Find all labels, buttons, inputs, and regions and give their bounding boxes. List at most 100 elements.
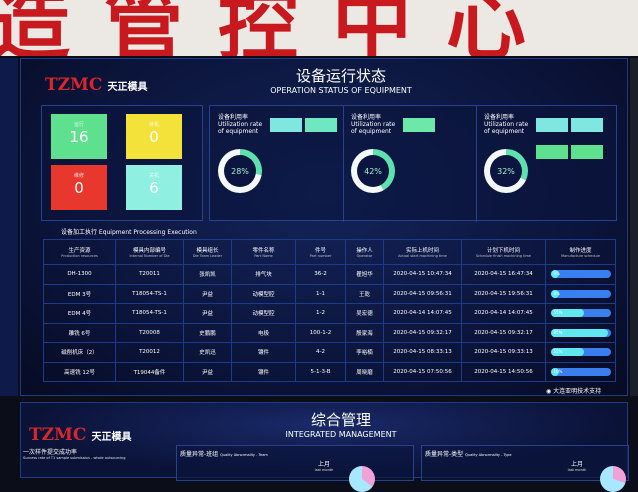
cell-part: 电极 xyxy=(231,322,296,343)
cell-op: 李裕楠 xyxy=(345,342,384,363)
cell-op: 瞿旭华 xyxy=(345,264,384,285)
tile-repair: 维修 0 xyxy=(51,165,107,210)
table-row: EDM 4号 T18054-TS-1 尹益 动模型腔 1-2 吴宏德 2020-04-14 … xyxy=(43,303,616,324)
equipment-status-screen: TZMC 天正模具 设备运行状态 OPERATION STATUS OF EQU… xyxy=(20,58,628,396)
tile-standby: 待机 0 xyxy=(126,114,182,159)
cell-op: 殷家海 xyxy=(345,322,384,343)
pie-chart xyxy=(349,466,375,492)
month-label: 上月 last month xyxy=(314,461,334,472)
status-chip xyxy=(536,145,568,159)
table-row: 磁削机床（2） T20012 史凯迅 镶件 4-2 李裕楠 2020-04-15 08:33… xyxy=(43,342,616,363)
cell-leader: 尹益 xyxy=(183,283,232,304)
cell-end: 2020-04-15 09:32:17 xyxy=(461,322,546,343)
status-chip xyxy=(571,118,603,132)
status-chip xyxy=(305,118,337,132)
column-header: 零件名称 Part Name xyxy=(231,239,296,265)
progress-bar: 0% xyxy=(550,270,611,279)
cell-progress: 55% xyxy=(545,303,616,324)
cell-start: 2020-04-14 14:07:45 xyxy=(383,303,462,324)
cell-progress: 0% xyxy=(545,264,616,285)
panel-quality-team: 质量异常-班组 Quality Abnormality - Team 上月 la… xyxy=(176,445,414,492)
cell-end: 2020-04-15 14:50:56 xyxy=(461,361,546,382)
divider xyxy=(343,106,344,222)
progress-bar: 55% xyxy=(550,348,611,357)
status-chip xyxy=(403,118,435,132)
adjacent-screen-left xyxy=(0,58,18,396)
page-title: 设备运行状态 OPERATION STATUS OF EQUIPMENT xyxy=(270,67,412,95)
panel-quality-type: 质量异常-类型 Quality Abnormality - Type 上月 la… xyxy=(421,445,629,492)
utilization-card: 设备利用率 Utilization rate of equipment 42% xyxy=(351,114,395,193)
utilization-ring: 32% xyxy=(484,149,528,193)
column-header: 操作人 Operator xyxy=(345,239,384,265)
progress-bar: 10% xyxy=(550,367,611,376)
wall-sign: 造管控中心 xyxy=(0,0,638,56)
cell-die: T18054-TS-1 xyxy=(115,283,184,304)
progress-bar: 55% xyxy=(550,309,611,318)
cell-start: 2020-04-15 09:32:17 xyxy=(383,322,462,343)
cell-no: 1-2 xyxy=(295,303,346,324)
utilization-panel: 设备利用率 Utilization rate of equipment 28% … xyxy=(209,105,617,222)
table-row: 雕铣 6号 T20008 史鹏鹏 电极 100-1-2 殷家海 2020-04-15 09:… xyxy=(43,322,616,343)
cell-die: T18054-TS-1 xyxy=(115,303,184,324)
cell-leader: 张凯凯 xyxy=(183,264,232,285)
tile-running: 运行 16 xyxy=(51,114,107,159)
logo-bottom: TZMC 天正模具 xyxy=(29,425,132,445)
cell-part: 镶件 xyxy=(231,342,296,363)
cell-res: 雕铣 6号 xyxy=(43,322,116,343)
utilization-ring: 42% xyxy=(351,149,395,193)
cell-no: 36-2 xyxy=(295,264,346,285)
cell-leader: 尹益 xyxy=(183,361,232,382)
status-tiles: 运行 16 待机 0 维修 0 关机 6 xyxy=(41,105,203,221)
adjacent-screen-right xyxy=(630,58,638,396)
column-header: 模具内部编号 Internal Number of Die xyxy=(115,239,184,265)
cell-leader: 史鹏鹏 xyxy=(183,322,232,343)
integrated-management-screen: TZMC 天正模具 综合管理 INTEGRATED MANAGEMENT 一次样… xyxy=(20,402,629,492)
cell-progress: 0% xyxy=(545,283,616,304)
column-header: 实际上机时间 Actual start machining time xyxy=(383,239,462,265)
cell-res: EDM 3号 xyxy=(43,283,116,304)
cell-res: EDM 4号 xyxy=(43,303,116,324)
status-chip xyxy=(536,118,568,132)
cell-res: 磁削机床（2） xyxy=(43,342,116,363)
cell-start: 2020-04-15 08:33:13 xyxy=(383,342,462,363)
cell-start: 2020-04-15 10:47:34 xyxy=(383,264,462,285)
cell-op: 王乾 xyxy=(345,283,384,304)
cell-start: 2020-04-15 07:50:56 xyxy=(383,361,462,382)
cell-no: 5-1-3-B xyxy=(295,361,346,382)
panel-sample-rate: 一次样件提交成功率 Success rate of T1 sample subm… xyxy=(23,449,126,460)
utilization-card: 设备利用率 Utilization rate of equipment 28% xyxy=(218,114,262,193)
support-note: ◉ 大连亚明技术支持 xyxy=(546,388,602,395)
cell-end: 2020-04-15 09:33:13 xyxy=(461,342,546,363)
cell-die: T20008 xyxy=(115,322,184,343)
cell-end: 2020-04-15 16:47:34 xyxy=(461,264,546,285)
cell-leader: 尹益 xyxy=(183,303,232,324)
cell-op: 吴宏德 xyxy=(345,303,384,324)
column-header: 模具组长 Die Team Leader xyxy=(183,239,232,265)
progress-bar: 0% xyxy=(550,289,611,298)
cell-res: 高速铣 12号 xyxy=(43,361,116,382)
table-title: 设备加工执行 Equipment Processing Execution xyxy=(61,229,197,236)
table-row: EDM 3号 T18054-TS-1 尹益 动模型腔 1-1 王乾 2020-04-15 0… xyxy=(43,283,616,304)
cell-res: DH-1300 xyxy=(43,264,116,285)
processing-table: 生产资源 Production resources 模具内部编号 Internal N… xyxy=(43,239,616,382)
pie-chart xyxy=(600,466,626,492)
cell-part: 动模型腔 xyxy=(231,303,296,324)
cell-no: 4-2 xyxy=(295,342,346,363)
cell-progress: 10% xyxy=(545,361,616,382)
cell-part: 动模型腔 xyxy=(231,283,296,304)
bottom-title: 综合管理 INTEGRATED MANAGEMENT xyxy=(285,411,397,439)
cell-no: 100-1-2 xyxy=(295,322,346,343)
cell-die: T20011 xyxy=(115,264,184,285)
cell-end: 2020-04-14 14:07:45 xyxy=(461,303,546,324)
column-header: 制作进度 Manufacture schedule xyxy=(545,239,616,265)
divider xyxy=(476,106,477,222)
cell-progress: 95% xyxy=(545,322,616,343)
cell-die: T19044备件 xyxy=(115,361,184,382)
column-header: 生产资源 Production resources xyxy=(43,239,116,265)
cell-part: 镶件 xyxy=(231,361,296,382)
cell-part: 排气块 xyxy=(231,264,296,285)
utilization-card: 设备利用率 Utilization rate of equipment 32% xyxy=(484,114,528,193)
cell-progress: 55% xyxy=(545,342,616,363)
table-row: DH-1300 T20011 张凯凯 排气块 36-2 瞿旭华 2020-04-15 10:… xyxy=(43,264,616,285)
month-label: 上月 last month xyxy=(567,461,587,472)
